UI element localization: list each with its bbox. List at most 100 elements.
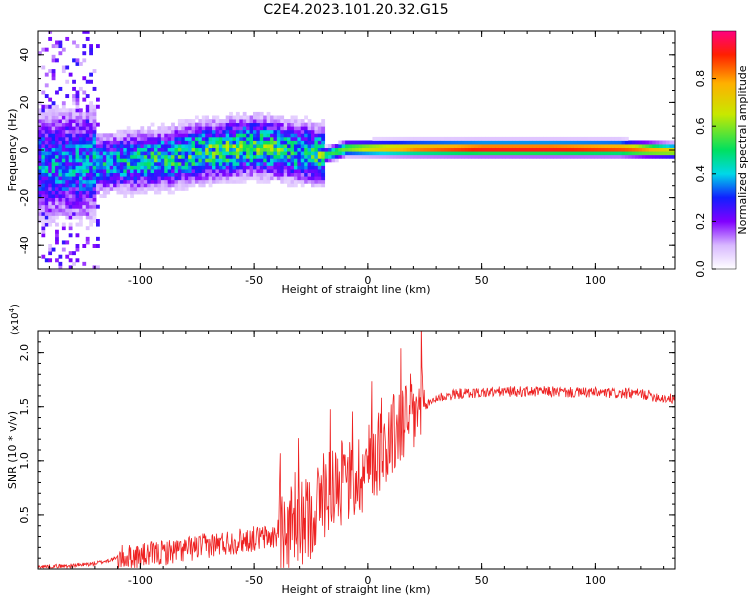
heatmap-cell [525, 140, 530, 145]
heatmap-cell [249, 119, 254, 124]
heatmap-cell [41, 154, 46, 159]
heatmap-cell [488, 147, 493, 152]
heatmap-cell [297, 165, 302, 170]
heatmap-cell [102, 161, 107, 166]
heatmap-cell [249, 154, 254, 159]
heatmap-cell [229, 140, 233, 145]
heatmap-cell [290, 161, 295, 166]
heatmap-cell [143, 190, 148, 195]
heatmap-cell [55, 240, 59, 245]
heatmap-cell [229, 161, 233, 166]
heatmap-cell [249, 165, 254, 170]
heatmap-cell [212, 126, 216, 131]
heatmap-cell [416, 140, 421, 145]
heatmap-cell [423, 136, 428, 141]
heatmap-cell [215, 165, 220, 170]
heatmap-cell [334, 144, 339, 149]
heatmap-cell [317, 165, 322, 170]
heatmap-cell [403, 147, 407, 152]
heatmap-cell [321, 140, 326, 145]
heatmap-cell [362, 151, 366, 156]
heatmap-cell [75, 169, 80, 174]
heatmap-cell [283, 179, 288, 184]
heatmap-cell [55, 158, 59, 163]
heatmap-cell [65, 165, 70, 170]
heatmap-cell [82, 136, 87, 141]
heatmap-cell [311, 133, 315, 138]
heatmap-cell [611, 151, 616, 156]
heatmap-cell [246, 176, 250, 181]
heatmap-cell [150, 140, 155, 145]
heatmap-cell [130, 136, 134, 141]
heatmap-cell [136, 169, 141, 174]
heatmap-cell [307, 165, 312, 170]
heatmap-cell [171, 122, 175, 127]
heatmap-cell [184, 133, 189, 138]
heatmap-cell [75, 126, 80, 131]
heatmap-cell [44, 190, 49, 195]
heatmap-cell [198, 154, 203, 159]
heatmap-cell [44, 208, 49, 213]
heatmap-cell [72, 211, 76, 216]
heatmap-cell [130, 169, 134, 174]
heatmap-cell [485, 147, 489, 152]
heatmap-cell [270, 172, 274, 177]
heatmap-cell [532, 151, 537, 156]
x-tick-label: 50 [475, 274, 489, 287]
heatmap-cell [447, 151, 452, 156]
heatmap-cell [136, 179, 141, 184]
heatmap-cell [314, 151, 319, 156]
heatmap-cell [372, 154, 377, 159]
heatmap-cell [379, 151, 384, 156]
heatmap-cell [467, 147, 472, 152]
heatmap-cell [587, 154, 592, 159]
heatmap-cell [273, 176, 278, 181]
heatmap-cell [41, 111, 46, 116]
heatmap-cell [536, 144, 541, 149]
heatmap-cell [252, 169, 257, 174]
heatmap-cell [457, 144, 462, 149]
heatmap-cell [78, 197, 83, 202]
heatmap-cell [508, 144, 513, 149]
heatmap-cell [215, 154, 220, 159]
heatmap-cell [130, 151, 134, 156]
heatmap-cell [41, 208, 46, 213]
heatmap-cell [229, 119, 233, 124]
heatmap-cell [321, 179, 326, 184]
heatmap-cell [263, 151, 268, 156]
heatmap-cell [624, 140, 629, 145]
heatmap-cell [157, 154, 162, 159]
heatmap-cell [225, 144, 230, 149]
heatmap-cell [157, 176, 162, 181]
heatmap-cell [355, 151, 360, 156]
heatmap-cell [215, 172, 220, 177]
heatmap-cell [450, 151, 455, 156]
heatmap-cell [201, 140, 206, 145]
heatmap-cell [491, 147, 496, 152]
heatmap-cell [194, 165, 199, 170]
heatmap-cell [287, 140, 291, 145]
heatmap-cell [92, 108, 97, 113]
heatmap-cell [164, 179, 169, 184]
heatmap-cell [317, 154, 322, 159]
heatmap-cell [164, 133, 169, 138]
heatmap-cell [78, 222, 83, 227]
heatmap-cell [96, 165, 100, 170]
heatmap-cell [232, 126, 237, 131]
heatmap-cell [669, 154, 674, 159]
heatmap-cell [266, 165, 271, 170]
heatmap-cell [519, 154, 523, 159]
heatmap-cell [38, 158, 42, 163]
heatmap-cell [525, 147, 530, 152]
heatmap-cell [392, 147, 397, 152]
heatmap-cell [297, 151, 302, 156]
heatmap-cell [164, 169, 169, 174]
heatmap-cell [194, 161, 199, 166]
heatmap-cell [317, 183, 322, 188]
heatmap-cell [225, 133, 230, 138]
heatmap-cell [461, 151, 465, 156]
heatmap-cell [648, 140, 653, 145]
heatmap-cell [239, 126, 244, 131]
heatmap-cell [382, 140, 387, 145]
heatmap-cell [65, 197, 70, 202]
